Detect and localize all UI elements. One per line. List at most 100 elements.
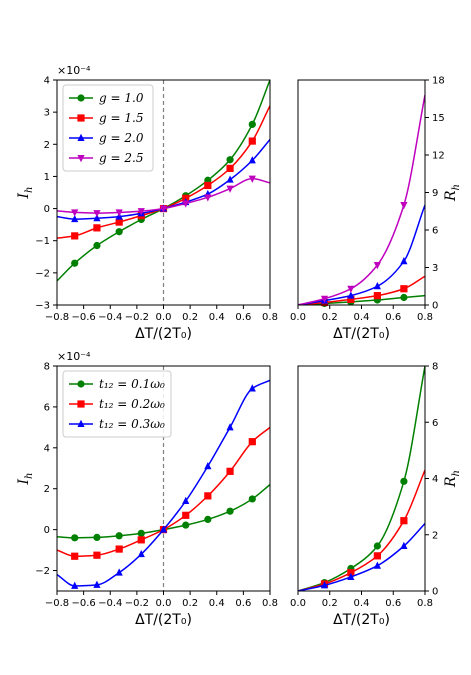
data-point — [204, 181, 212, 190]
data-point — [137, 549, 145, 558]
legend: t₁₂ = 0.1ω₀ t₁₂ = 0.2ω₀ t₁₂ = 0.3ω₀ — [62, 370, 172, 438]
data-point — [226, 175, 234, 183]
x-tick-label: 0.6 — [235, 312, 251, 323]
x-tick-label: 0.2 — [182, 598, 198, 609]
y-tick-label: 0 — [432, 301, 438, 312]
offset-text: ×10⁻⁴ — [57, 64, 91, 77]
data-point — [248, 120, 256, 128]
legend-marker — [77, 133, 85, 141]
data-point — [71, 581, 79, 589]
data-point — [400, 257, 408, 265]
legend-entry: t₁₂ = 0.2ω₀ — [99, 397, 165, 411]
legend-marker — [77, 94, 85, 102]
x-tick-label: −0.4 — [98, 312, 122, 323]
y-axis-label: Ih — [16, 187, 35, 200]
y-tick-label: 6 — [44, 402, 50, 413]
data-point — [159, 205, 168, 213]
data-point — [137, 536, 145, 544]
data-point — [93, 551, 101, 559]
y-tick-label: −1 — [35, 236, 50, 247]
plot-frame — [297, 79, 426, 306]
chart-bottom-left: −0.8 −0.6 −0.4 −0.2 0.0 0.2 0.4 0.6 0.8 −2 0 2 4 6 8 ΔT… — [16, 350, 278, 628]
legend-box — [62, 370, 172, 438]
data-point — [115, 568, 123, 576]
x-tick-label: 0.2 — [182, 312, 198, 323]
data-point — [373, 542, 381, 550]
x-tick-label: −0.6 — [71, 312, 95, 323]
x-tick-label: −0.4 — [98, 598, 122, 609]
legend: g = 1.0 g = 1.5 g = 2.0 g = 2.5 — [62, 84, 154, 172]
y-tick-label: 9 — [432, 188, 438, 199]
data-point — [226, 185, 234, 193]
data-point — [373, 282, 381, 290]
data-point — [159, 525, 168, 533]
y-tick-label: 0 — [432, 587, 438, 598]
y-tick-label: 8 — [432, 362, 438, 373]
data-point — [347, 572, 355, 580]
data-point — [93, 580, 101, 588]
data-point — [71, 534, 79, 542]
x-tick-label: 0.8 — [262, 312, 278, 323]
data-point — [137, 208, 145, 216]
data-point — [248, 438, 256, 446]
data-point — [400, 293, 408, 302]
data-point — [71, 232, 79, 240]
data-point — [400, 517, 408, 525]
x-tick-label: 0.8 — [417, 598, 433, 609]
x-tick-label: 0.4 — [354, 312, 370, 323]
y-axis-label: Rh — [443, 184, 462, 202]
y-tick-label: 2 — [44, 140, 50, 151]
legend-marker — [77, 114, 85, 122]
y-tick-label: 15 — [432, 113, 445, 124]
data-point — [71, 214, 79, 223]
x-tick-label: 0.0 — [290, 598, 306, 609]
series-markers-3 — [71, 384, 256, 589]
data-point — [226, 423, 234, 431]
data-point — [248, 137, 256, 145]
x-axis-label: ΔT/(2T₀) — [333, 326, 390, 342]
y-tick-label: −2 — [35, 268, 50, 279]
data-point — [182, 496, 190, 504]
data-point — [93, 214, 101, 222]
data-point — [71, 259, 79, 267]
chart-bottom-right: 0.0 0.2 0.4 0.6 0.80 2 4 6 8 ΔT/(2T₀) Rh — [290, 362, 462, 629]
x-tick-label: 0.4 — [354, 598, 370, 609]
data-point — [226, 156, 234, 164]
legend-entry: g = 2.0 — [99, 131, 144, 145]
y-tick-label: 18 — [432, 76, 445, 87]
data-point — [115, 228, 123, 236]
x-tick-label: −0.6 — [71, 598, 95, 609]
legend-marker — [77, 380, 85, 388]
legend-box — [62, 84, 154, 172]
x-tick-label: 0.2 — [322, 598, 338, 609]
data-point — [204, 194, 212, 202]
data-point — [400, 541, 408, 549]
y-tick-label: 1 — [44, 172, 50, 183]
legend-marker — [77, 400, 85, 408]
data-point — [93, 533, 101, 542]
chart-top-right: 0.0 0.2 0.4 0.6 0.80 3 6 9 12 15 18 ΔT/(2T₀) Rh — [290, 76, 462, 343]
data-point — [400, 285, 408, 293]
x-tick-label: 0.6 — [385, 598, 401, 609]
data-point — [226, 507, 234, 515]
y-tick-label: 8 — [44, 362, 50, 373]
x-tick-label: −0.2 — [125, 598, 149, 609]
x-tick-label: 0.0 — [290, 312, 306, 323]
x-tick-label: 0.4 — [209, 598, 225, 609]
data-point — [400, 477, 408, 485]
legend-marker — [77, 419, 85, 427]
data-point — [115, 218, 123, 226]
data-point — [93, 241, 101, 250]
x-tick-label: 0.0 — [156, 312, 172, 323]
y-tick-label: 4 — [44, 443, 50, 454]
x-tick-label: 0.0 — [156, 598, 172, 609]
data-point — [71, 552, 79, 560]
y-axis-label: Ih — [16, 473, 35, 486]
data-point — [373, 552, 381, 560]
y-tick-label: −3 — [35, 301, 50, 312]
y-tick-label: 2 — [44, 484, 50, 495]
x-tick-label: −0.8 — [45, 312, 69, 323]
series-markers-1 — [71, 495, 256, 542]
data-point — [115, 532, 123, 540]
